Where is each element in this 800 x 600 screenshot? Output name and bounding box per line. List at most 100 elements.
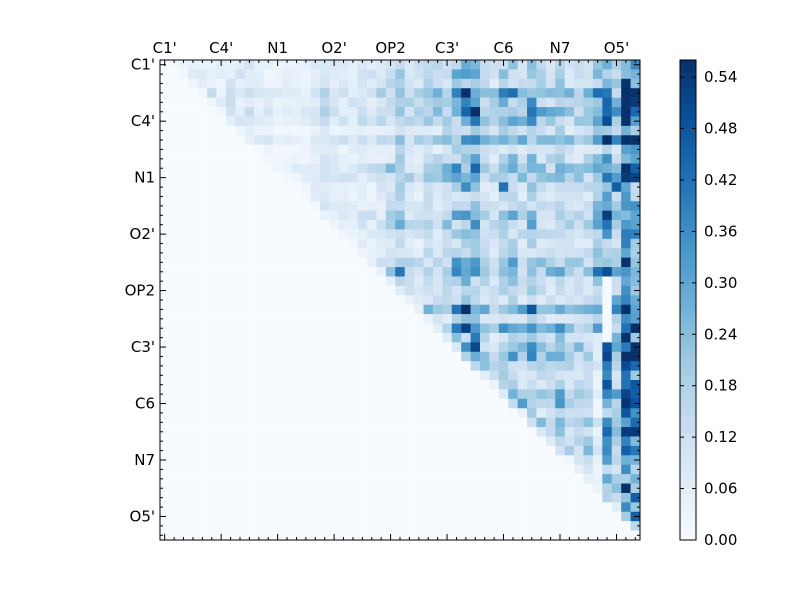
heatmap-cell [310, 229, 321, 240]
heatmap-cell [592, 398, 603, 409]
heatmap-cell [527, 455, 537, 465]
heatmap-cell [367, 304, 377, 315]
heatmap-cell [178, 125, 189, 136]
heatmap-cell [508, 427, 518, 437]
heatmap-cell [442, 483, 453, 494]
heatmap-cell [611, 351, 622, 362]
heatmap-cell [583, 436, 594, 447]
heatmap-cell [480, 427, 490, 437]
heatmap-cell [263, 107, 274, 117]
heatmap-cell [367, 361, 377, 371]
heatmap-cell [197, 172, 208, 183]
heatmap-cell [414, 182, 424, 193]
heatmap-cell [254, 530, 264, 541]
heatmap-cell [574, 492, 584, 503]
heatmap-cell [272, 427, 283, 437]
heatmap-cell [508, 163, 518, 174]
heatmap-cell [583, 60, 594, 70]
heatmap-cell [310, 314, 321, 324]
heatmap-cell [216, 521, 227, 531]
heatmap-cell [480, 210, 490, 221]
heatmap-cell [216, 380, 227, 390]
heatmap-cell [160, 238, 170, 249]
heatmap-cell [282, 201, 293, 211]
heatmap-cell [188, 464, 198, 475]
heatmap-cell [301, 97, 311, 108]
heatmap-cell [310, 257, 321, 268]
heatmap-cell [404, 238, 415, 249]
heatmap-cell [197, 332, 208, 343]
heatmap-cell [160, 389, 170, 400]
heatmap-cell [536, 332, 547, 343]
heatmap-cell [272, 248, 283, 258]
heatmap-cell [630, 144, 641, 155]
heatmap-cell [244, 530, 255, 541]
heatmap-cell [188, 445, 198, 456]
heatmap-cell [282, 163, 293, 174]
heatmap-cell [555, 483, 565, 494]
heatmap-cell [367, 144, 377, 155]
heatmap-cell [536, 370, 547, 381]
heatmap-cell [592, 229, 603, 240]
heatmap-cell [197, 238, 208, 249]
heatmap-cell [508, 144, 518, 155]
heatmap-cell [508, 107, 518, 117]
heatmap-cell [207, 455, 217, 465]
heatmap-cell [432, 210, 443, 221]
heatmap-cell [527, 172, 537, 183]
heatmap-cell [216, 267, 227, 277]
heatmap-cell [320, 530, 330, 541]
heatmap-cell [432, 88, 443, 98]
heatmap-cell [630, 210, 641, 221]
heatmap-cell [301, 248, 311, 258]
heatmap-cell [235, 210, 245, 221]
heatmap-cell [225, 398, 236, 409]
heatmap-cell [489, 445, 500, 456]
heatmap-cell [630, 163, 641, 174]
heatmap-cell [188, 191, 198, 202]
heatmap-cell [263, 135, 274, 145]
heatmap-cell [188, 248, 198, 258]
heatmap-cell [254, 436, 264, 447]
heatmap-cell [244, 483, 255, 494]
heatmap-cell [235, 342, 245, 353]
heatmap-cell [489, 60, 500, 70]
heatmap-cell [536, 163, 547, 174]
heatmap-cell [320, 69, 330, 80]
heatmap-cell [489, 436, 500, 447]
heatmap-cell [564, 380, 575, 390]
heatmap-cell [272, 332, 283, 343]
heatmap-cell [461, 116, 471, 127]
heatmap-cell [414, 361, 424, 371]
heatmap-cell [404, 492, 415, 503]
heatmap-cell [169, 125, 180, 136]
heatmap-cell [574, 304, 584, 315]
heatmap-cell [188, 107, 198, 117]
heatmap-cell [329, 295, 340, 305]
heatmap-cell [376, 483, 387, 494]
heatmap-cell [263, 69, 274, 80]
heatmap-cell [527, 323, 537, 334]
heatmap-cell [414, 238, 424, 249]
heatmap-cell [235, 502, 245, 513]
heatmap-cell [188, 201, 198, 211]
heatmap-cell [611, 201, 622, 211]
heatmap-cell [404, 116, 415, 127]
heatmap-cell [432, 135, 443, 145]
heatmap-cell [282, 304, 293, 315]
heatmap-cell [404, 88, 415, 98]
heatmap-cell [338, 201, 349, 211]
heatmap-cell [583, 389, 594, 400]
heatmap-cell [338, 445, 349, 456]
heatmap-cell [442, 191, 453, 202]
heatmap-cell [188, 154, 198, 164]
heatmap-cell [348, 474, 358, 484]
heatmap-cell [395, 323, 405, 334]
heatmap-cell [320, 483, 330, 494]
heatmap-cell [272, 201, 283, 211]
heatmap-cell [442, 154, 453, 164]
heatmap-cell [367, 154, 377, 164]
x-tick-label: C3' [435, 39, 459, 57]
heatmap-cell [583, 502, 594, 513]
heatmap-cell [527, 436, 537, 447]
